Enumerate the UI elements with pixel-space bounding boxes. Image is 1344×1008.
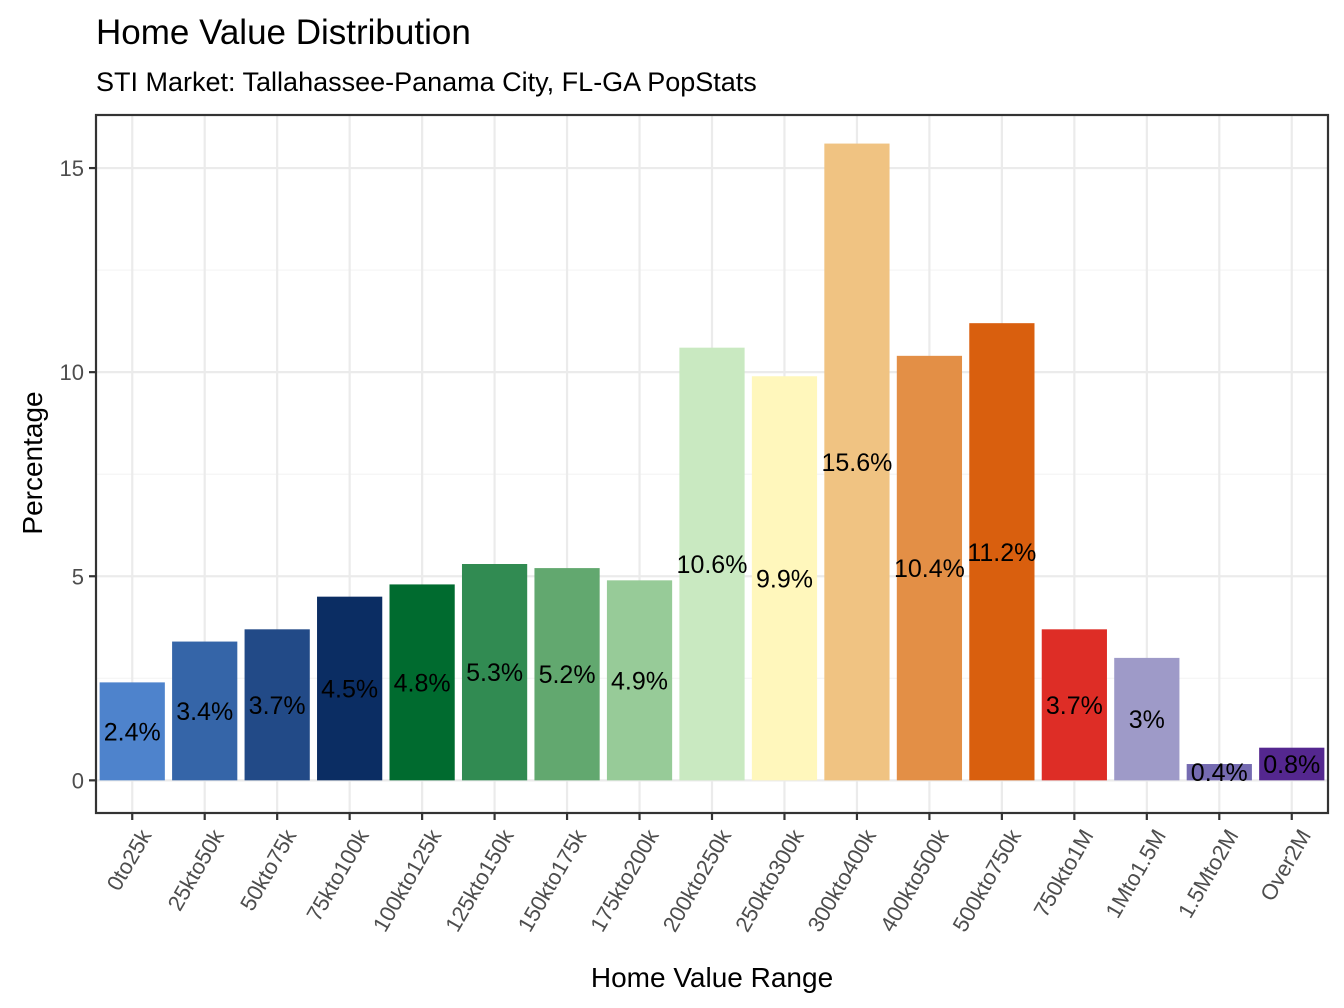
bar-175kto200k [606, 580, 673, 781]
y-tick-label: 15 [60, 156, 84, 181]
x-tick-label: 1Mto1.5M [1100, 825, 1171, 922]
bar-200kto250k [679, 347, 745, 781]
data-label-75kto100k: 4.5% [321, 676, 378, 704]
x-axis-title: Home Value Range [591, 962, 833, 993]
chart-subtitle: STI Market: Tallahassee-Panama City, FL-… [96, 67, 757, 97]
x-tick-label: 1.5Mto2M [1173, 825, 1244, 922]
x-tick-label: 500kto750k [948, 824, 1027, 936]
bar-125kto150k [461, 564, 528, 781]
x-tick-label: 200kto250k [658, 824, 737, 936]
y-axis-title: Percentage [17, 391, 48, 534]
bars-layer [99, 143, 1325, 781]
x-tick-label: 150kto175k [513, 824, 592, 936]
data-label-200kto250k: 10.6% [677, 551, 748, 579]
bar-1Mto1.5M [1114, 657, 1180, 781]
chart-title: Home Value Distribution [96, 13, 471, 52]
bar-250kto300k [751, 376, 818, 781]
bar-400kto500k [896, 355, 963, 781]
data-label-150kto175k: 5.2% [539, 661, 596, 689]
bar-25kto50k [172, 641, 238, 781]
bar-50kto75k [244, 629, 310, 781]
data-label-250kto300k: 9.9% [756, 565, 813, 593]
data-label-25kto50k: 3.4% [176, 698, 233, 726]
data-label-0to25k: 2.4% [104, 718, 161, 746]
bar-1.5Mto2M [1186, 764, 1252, 781]
bar-Over2M [1259, 747, 1325, 781]
bar-500kto750k [969, 323, 1035, 781]
x-tick-label: 250kto300k [730, 824, 809, 936]
x-tick-label: 50kto75k [235, 824, 302, 915]
data-label-1.5Mto2M: 0.4% [1191, 759, 1248, 787]
data-label-175kto200k: 4.9% [611, 667, 668, 695]
bar-150kto175k [534, 568, 600, 781]
data-label-125kto150k: 5.3% [466, 659, 523, 687]
x-tick-label: 175kto200k [585, 824, 664, 936]
x-tick-label: 75kto100k [301, 824, 374, 925]
y-axis: 0 5 10 15 [60, 156, 96, 793]
data-label-Over2M: 0.8% [1263, 751, 1320, 779]
y-tick-label: 5 [72, 564, 84, 589]
x-tick-label: 0to25k [102, 824, 157, 895]
data-label-1Mto1.5M: 3% [1129, 706, 1165, 734]
x-tick-label: 100kto125k [368, 824, 447, 936]
x-axis: 0to25k 25kto50k 50kto75k 75kto100k100kto125… [102, 813, 1316, 936]
bar-750kto1M [1041, 629, 1107, 781]
bar-0to25k [99, 682, 165, 781]
y-tick-label: 0 [72, 768, 84, 793]
x-tick-label: 300kto400k [803, 824, 882, 936]
bar-75kto100k [317, 596, 383, 781]
data-label-750kto1M: 3.7% [1046, 692, 1103, 720]
x-tick-label: 400kto500k [875, 824, 954, 936]
data-label-400kto500k: 10.4% [894, 555, 965, 583]
data-label-50kto75k: 3.7% [249, 692, 306, 720]
data-label-100kto125k: 4.8% [394, 669, 451, 697]
bar-100kto125k [389, 584, 455, 781]
x-tick-label: 25kto50k [163, 824, 230, 915]
bar-300kto400k [824, 143, 890, 781]
x-tick-label: Over2M [1255, 825, 1316, 905]
x-tick-label: 125kto150k [440, 824, 519, 936]
data-labels-layer: 2.4% 3.4% 3.7% 4.5% 4.8% 5.3% 5.2% 4.9% 10.6% 9.9… [104, 449, 1321, 787]
data-label-500kto750k: 11.2% [967, 539, 1036, 567]
y-tick-label: 10 [60, 360, 84, 385]
x-tick-label: 750kto1M [1029, 825, 1099, 921]
data-label-300kto400k: 15.6% [821, 449, 892, 477]
